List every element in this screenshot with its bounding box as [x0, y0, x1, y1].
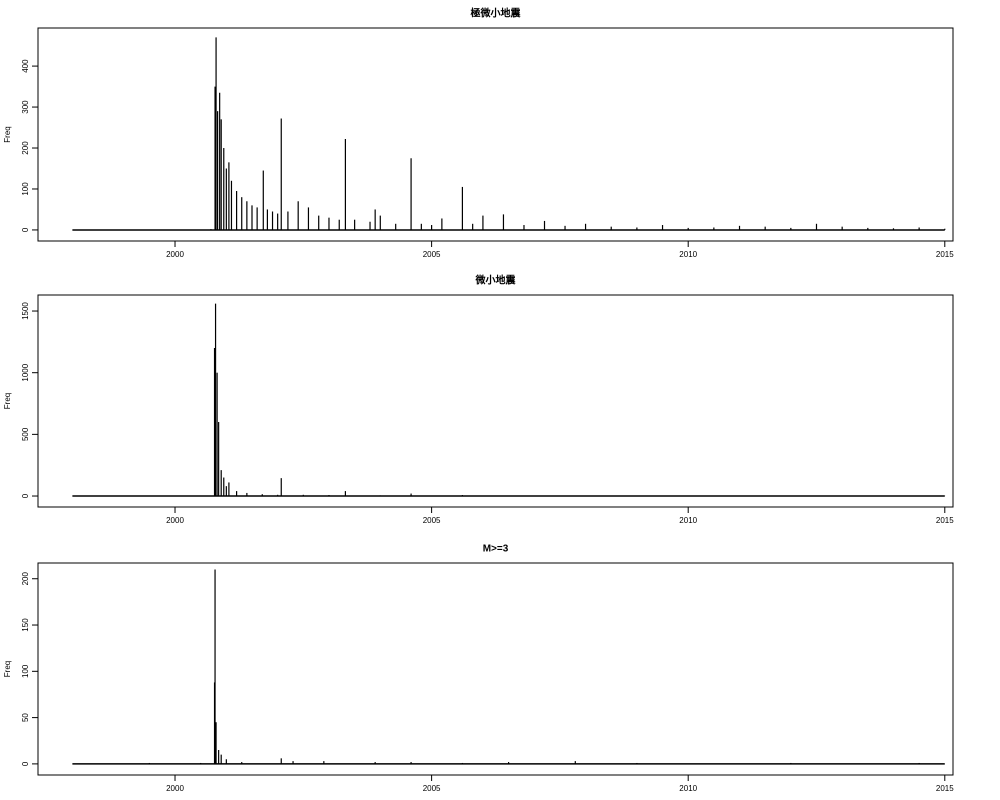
y-tick-label: 0	[21, 493, 30, 498]
y-tick-label: 150	[21, 618, 30, 632]
y-tick-label: 0	[21, 761, 30, 766]
chart-title: M>=3	[483, 544, 509, 555]
x-tick-label: 2010	[679, 516, 697, 525]
plot-frame	[37, 294, 954, 508]
x-tick-label: 2000	[166, 516, 184, 525]
y-tick-label: 200	[21, 141, 30, 155]
y-tick-label: 1000	[21, 363, 30, 381]
y-tick-label: 100	[21, 664, 30, 678]
x-tick-label: 2015	[936, 784, 954, 793]
y-tick-label: 400	[21, 59, 30, 73]
plot-frame	[37, 562, 954, 776]
x-tick-label: 2000	[166, 250, 184, 259]
y-tick-label: 100	[21, 182, 30, 196]
y-tick-label: 300	[21, 100, 30, 114]
y-tick-label: 50	[21, 713, 30, 722]
chart-title: 微小地震	[475, 274, 517, 287]
x-tick-label: 2005	[423, 516, 441, 525]
y-tick-label: 0	[21, 227, 30, 232]
y-axis-label: Freq	[3, 661, 12, 677]
y-axis-label: Freq	[3, 393, 12, 409]
x-tick-label: 2010	[679, 784, 697, 793]
x-tick-label: 2005	[423, 250, 441, 259]
y-tick-label: 1500	[21, 302, 30, 320]
x-tick-label: 2015	[936, 516, 954, 525]
chart-title: 極微小地震	[471, 7, 522, 20]
x-tick-label: 2000	[166, 784, 184, 793]
y-tick-label: 500	[21, 427, 30, 441]
y-axis-label: Freq	[3, 126, 12, 142]
x-tick-label: 2010	[679, 250, 697, 259]
y-tick-label: 200	[21, 572, 30, 586]
x-tick-label: 2005	[423, 784, 441, 793]
plot-frame	[37, 27, 954, 242]
x-tick-label: 2015	[936, 250, 954, 259]
